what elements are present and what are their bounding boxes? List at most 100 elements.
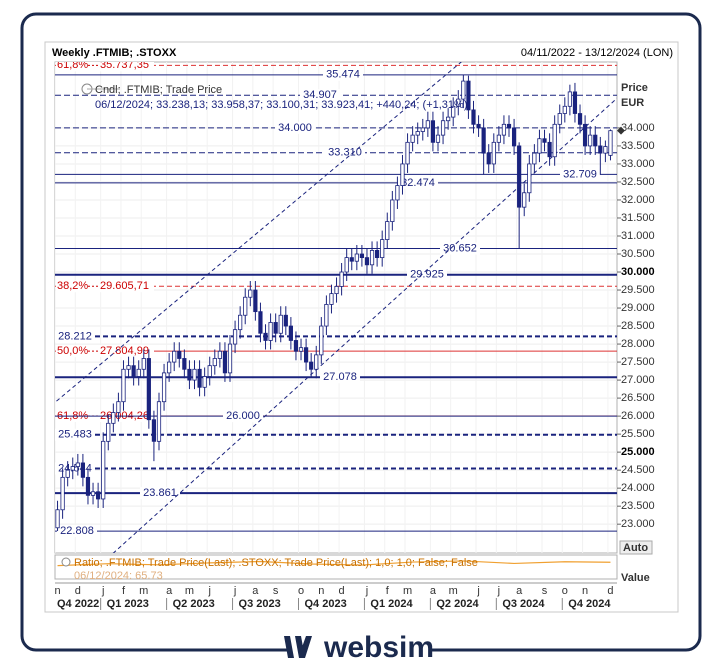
candle-body [217, 350, 222, 359]
fib-pct: 50,0% [57, 345, 88, 357]
label-bg [325, 146, 365, 159]
x-tick-label: j [365, 585, 368, 597]
label-bg [323, 68, 363, 81]
candle-body [527, 163, 532, 194]
candle-body [60, 476, 65, 511]
y-tick-label: 27.000 [621, 374, 655, 386]
quarter-label: Q3 2024 [502, 598, 545, 610]
candle-body [258, 311, 263, 334]
candle-body [440, 120, 446, 136]
candle-body [248, 289, 253, 298]
x-tick-label: a [430, 585, 437, 597]
y-tick-label: 34.000 [621, 122, 655, 134]
candle-body [562, 105, 567, 114]
label-bg [407, 268, 447, 281]
x-tick-label: m [185, 585, 194, 597]
y-tick-label: 23.000 [621, 518, 655, 530]
label-bg [440, 242, 480, 255]
candle-body [126, 365, 131, 370]
label-bg [55, 428, 95, 441]
candle-body [309, 361, 314, 370]
label-bg [55, 462, 95, 475]
x-tick-label: f [386, 585, 390, 597]
candle-body [496, 134, 501, 143]
candle-body [151, 419, 157, 442]
candle-body [55, 509, 60, 529]
candle-body [557, 113, 562, 125]
candle-body [415, 131, 420, 136]
candle-body [598, 145, 603, 154]
y-tick-label: 29.500 [621, 284, 655, 296]
level-label: 34.907 [303, 89, 337, 101]
quarter-label: Q3 2023 [239, 598, 281, 610]
candle-body [319, 325, 324, 356]
x-tick-label: d [339, 585, 345, 597]
candle-body [116, 401, 121, 413]
label-bg [57, 525, 97, 538]
candle-body [227, 343, 233, 374]
plot-layer: 61,8% 35.737,35 38,2% 29.605,71 50,0% 27.804,… [55, 62, 617, 553]
y-tick-label: 30.500 [621, 248, 655, 260]
candle-body [608, 130, 613, 156]
label-bg [56, 62, 154, 72]
label-bg [55, 330, 95, 343]
fib-value: 27.804,99 [100, 345, 149, 357]
candle-body [385, 221, 390, 240]
candle-body [593, 134, 598, 147]
x-tick-label: n [318, 585, 324, 597]
quarter-label: Q4 2022 [57, 598, 99, 610]
candle-body [456, 98, 461, 107]
logo-text: websim [323, 631, 434, 664]
x-tick-label: a [166, 585, 173, 597]
y-tick-label: 28.500 [621, 320, 655, 332]
label-bg [56, 280, 154, 293]
candle-body [298, 347, 304, 352]
x-tick-label: o [562, 585, 568, 597]
y-tick-label: 24.000 [621, 482, 655, 494]
y-tick-label: 24.500 [621, 464, 655, 476]
quarter-label: Q4 2024 [568, 598, 611, 610]
x-tick-label: n [582, 585, 588, 597]
candle-body [537, 138, 542, 154]
x-tick-label: j [476, 585, 479, 597]
candle-body [334, 286, 339, 295]
candle-body [253, 289, 258, 313]
candle-body [451, 105, 456, 118]
y-tick-label: 30.000 [621, 266, 655, 278]
candle-body [410, 134, 415, 143]
chart-title: Weekly .FTMIB; .STOXX [52, 47, 177, 59]
x-tick-label: n [54, 585, 60, 597]
y-tick-label: 31.000 [621, 230, 655, 242]
candle-body [430, 120, 436, 143]
y-tick-label: 28.000 [621, 338, 655, 350]
y-tick-label: 26.500 [621, 392, 655, 404]
y-tick-label: 33.000 [621, 158, 655, 170]
candle-body [400, 163, 405, 186]
x-tick-label: m [403, 585, 412, 597]
ratio-area [54, 554, 618, 580]
x-tick-label: a [252, 585, 259, 597]
candle-body [197, 368, 202, 388]
level-label: 23.861 [143, 487, 177, 499]
level-label: 33.310 [328, 147, 362, 159]
candle-body [405, 141, 410, 165]
candle-body [192, 368, 197, 381]
candle-body [90, 491, 96, 496]
candle-body [187, 368, 192, 381]
auto-button-label[interactable]: Auto [623, 542, 648, 554]
x-tick-label: j [207, 585, 210, 597]
candle-body [471, 109, 476, 125]
candle-body [395, 185, 400, 201]
label-bg [398, 176, 438, 189]
label-bg [56, 345, 154, 358]
candle-body [547, 141, 552, 158]
candle-body [425, 120, 430, 129]
candle-body [542, 138, 547, 143]
candle-body [506, 123, 512, 129]
level-label: 27.078 [323, 371, 357, 383]
axis-title: EUR [621, 97, 644, 109]
candle-body [202, 376, 207, 388]
auto-button[interactable] [619, 540, 653, 555]
candle-body [314, 354, 319, 370]
